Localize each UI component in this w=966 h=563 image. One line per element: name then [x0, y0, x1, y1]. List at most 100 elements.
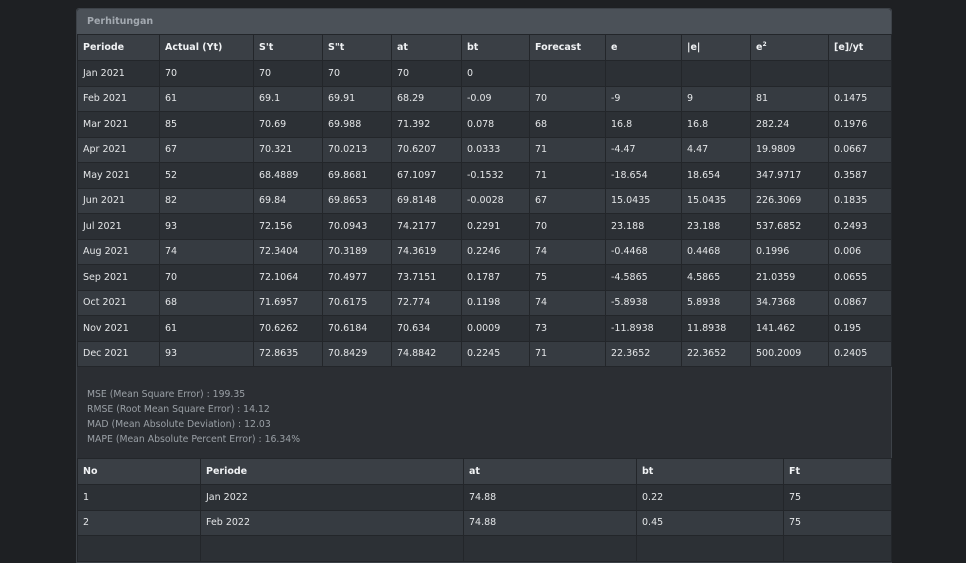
table-cell: 72.774 — [391, 289, 462, 316]
table-cell: 71 — [529, 136, 606, 163]
table-cell: 0.1787 — [461, 264, 530, 291]
table-cell: 72.3404 — [253, 238, 323, 265]
table-cell: 71 — [529, 340, 606, 367]
table-cell: 70 — [529, 85, 606, 112]
table-cell: 73 — [529, 315, 606, 342]
column-header: S't — [253, 34, 323, 61]
table-cell: 69.8653 — [322, 187, 392, 214]
card-title: Perhitungan — [77, 9, 891, 34]
table-cell: 21.0359 — [750, 264, 829, 291]
table-cell: 0.0667 — [828, 136, 892, 163]
column-header: S"t — [322, 34, 392, 61]
table-cell: 0.1835 — [828, 187, 892, 214]
table-cell: Jan 2021 — [77, 60, 160, 87]
table-cell: 0.2245 — [461, 340, 530, 367]
table-cell: 69.8148 — [391, 187, 462, 214]
table-cell: 72.8635 — [253, 340, 323, 367]
table-cell: 0.2405 — [828, 340, 892, 367]
table-cell: 75 — [783, 509, 892, 536]
table-cell: 61 — [159, 315, 254, 342]
table-cell: Feb 2022 — [200, 509, 464, 536]
table-cell: -9 — [605, 85, 682, 112]
table-row: 1 Jan 2022 74.88 0.22 75 — [77, 484, 892, 511]
table-cell: 93 — [159, 340, 254, 367]
table-cell: 5.8938 — [681, 289, 751, 316]
table-cell: Jul 2021 — [77, 213, 160, 240]
table-cell: 141.462 — [750, 315, 829, 342]
table-row: 2 Feb 2022 74.88 0.45 75 — [77, 509, 892, 536]
table-cell: 0.2246 — [461, 238, 530, 265]
table-cell: 9 — [681, 85, 751, 112]
table-cell: 0.1976 — [828, 111, 892, 138]
table-header-row: Periode Actual (Yt) S't S"t at bt Forecast e |e|… — [77, 34, 892, 61]
table-row — [77, 535, 892, 562]
table-cell: 70.0213 — [322, 136, 392, 163]
table-cell — [200, 535, 464, 562]
table-cell: 81 — [750, 85, 829, 112]
table-cell: 69.1 — [253, 85, 323, 112]
table-cell: Dec 2021 — [77, 340, 160, 367]
mse-text: MSE (Mean Square Error) : 199.35 — [87, 389, 246, 400]
table-cell — [77, 535, 201, 562]
column-header: bt — [461, 34, 530, 61]
table-cell — [529, 60, 606, 87]
table-cell: 68 — [529, 111, 606, 138]
table-cell: 70 — [159, 60, 254, 87]
column-header: bt — [636, 458, 784, 485]
column-header: No — [77, 458, 201, 485]
table-cell: 69.91 — [322, 85, 392, 112]
table-cell: 23.188 — [605, 213, 682, 240]
table-cell: 0.3587 — [828, 162, 892, 189]
table-row: Sep 2021 70 72.1064 70.4977 73.7151 0.1787 75-… — [77, 264, 892, 291]
table-cell: 0.1475 — [828, 85, 892, 112]
table-cell: 72.156 — [253, 213, 323, 240]
mad-text: MAD (Mean Absolute Deviation) : 12.03 — [87, 419, 271, 430]
column-header: Ft — [783, 458, 892, 485]
table-cell: 93 — [159, 213, 254, 240]
table-cell: 70.69 — [253, 111, 323, 138]
table-cell: 4.47 — [681, 136, 751, 163]
table-cell: 74.2177 — [391, 213, 462, 240]
table-cell: 85 — [159, 111, 254, 138]
table-cell: 72.1064 — [253, 264, 323, 291]
table-cell: 52 — [159, 162, 254, 189]
table-cell: Apr 2021 — [77, 136, 160, 163]
table-row: May 2021 52 68.4889 69.8681 67.1097 -0.1532 71… — [77, 162, 892, 189]
table-cell — [828, 60, 892, 87]
table-cell: -4.47 — [605, 136, 682, 163]
table-cell: 71.392 — [391, 111, 462, 138]
table-cell: 74 — [529, 289, 606, 316]
table-cell: 19.9809 — [750, 136, 829, 163]
table-row: Jan 2021 70 70 70 70 0 — [77, 60, 892, 87]
table-cell: 18.654 — [681, 162, 751, 189]
table-cell: -11.8938 — [605, 315, 682, 342]
column-header: e2 — [750, 34, 829, 61]
table-cell: 70 — [322, 60, 392, 87]
table-cell: 0.078 — [461, 111, 530, 138]
table-cell: 67 — [529, 187, 606, 214]
table-cell: 70.6184 — [322, 315, 392, 342]
table-cell: 69.8681 — [322, 162, 392, 189]
table-cell: 282.24 — [750, 111, 829, 138]
table-cell — [463, 535, 637, 562]
table-cell: Sep 2021 — [77, 264, 160, 291]
table-cell: 68.4889 — [253, 162, 323, 189]
table-cell: Oct 2021 — [77, 289, 160, 316]
table-cell: 70 — [529, 213, 606, 240]
calculation-table: Periode Actual (Yt) S't S"t at bt Forecast e |e|… — [77, 34, 892, 367]
table-cell: 15.0435 — [605, 187, 682, 214]
table-cell: -0.09 — [461, 85, 530, 112]
table-row: Oct 2021 68 71.6957 70.6175 72.774 0.1198 74 -5… — [77, 289, 892, 316]
perhitungan-card: Perhitungan Periode Actual (Yt) S't S"t at bt… — [76, 8, 892, 563]
table-cell: 0.4468 — [681, 238, 751, 265]
table-cell: 0.195 — [828, 315, 892, 342]
column-header: e — [605, 34, 682, 61]
table-cell: -5.8938 — [605, 289, 682, 316]
table-cell: 68.29 — [391, 85, 462, 112]
table-cell: 70.6175 — [322, 289, 392, 316]
table-cell: 11.8938 — [681, 315, 751, 342]
table-cell: -0.0028 — [461, 187, 530, 214]
table-cell: 70.321 — [253, 136, 323, 163]
table-cell: 0 — [461, 60, 530, 87]
column-header: Periode — [200, 458, 464, 485]
